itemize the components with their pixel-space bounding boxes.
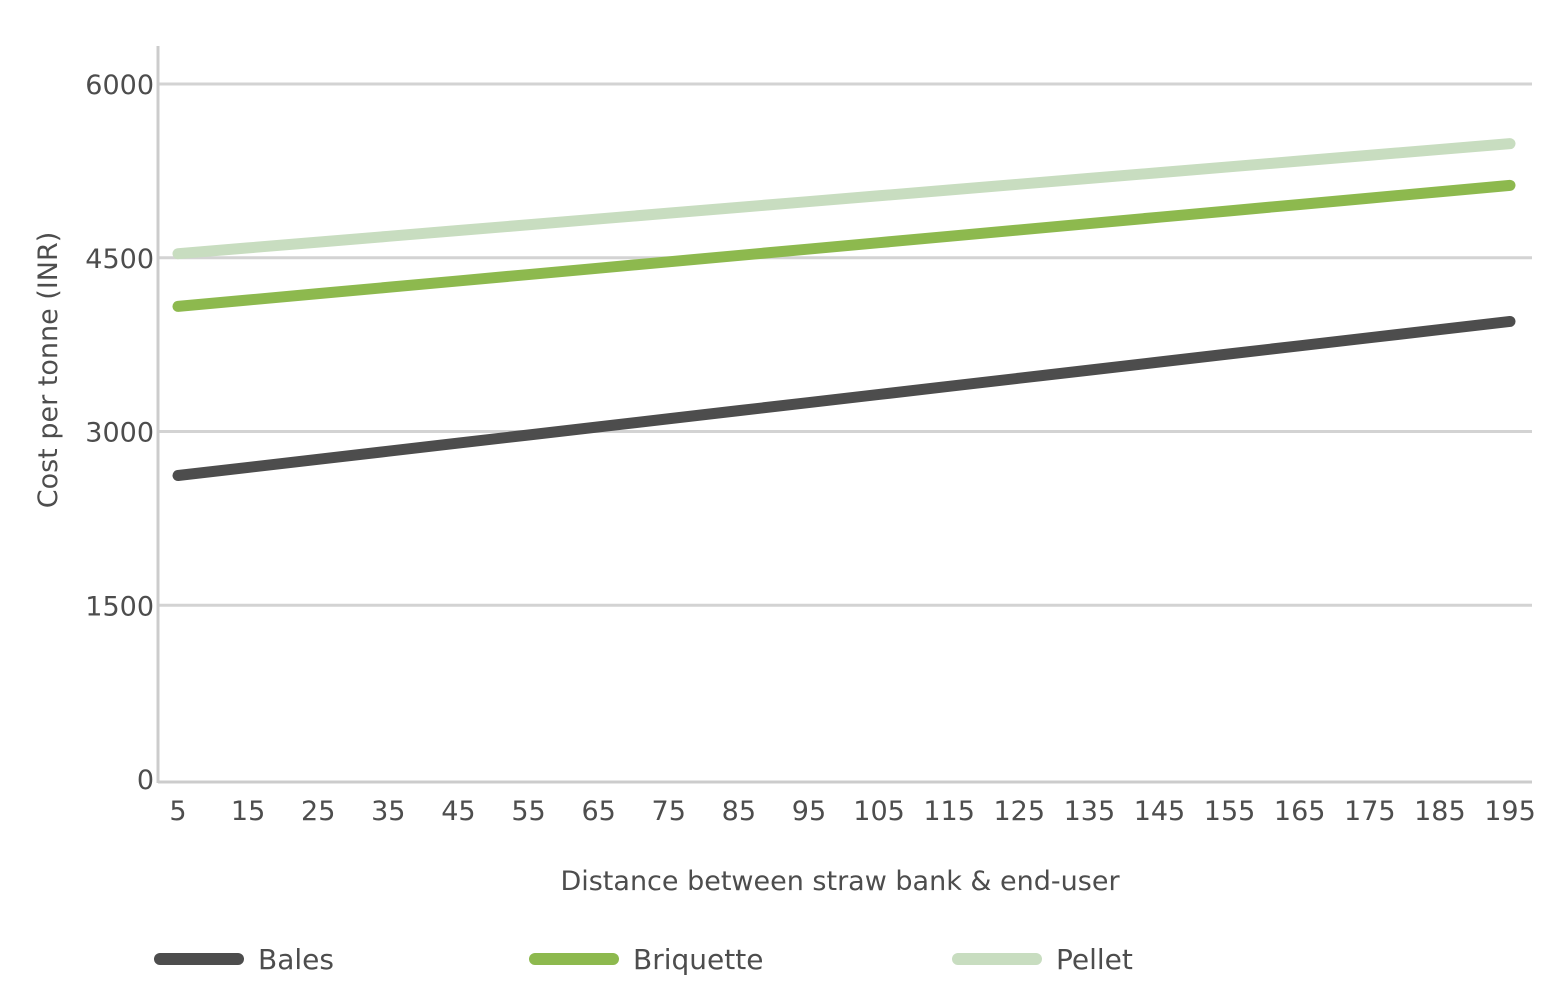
x-tick-label: 195 (1484, 796, 1536, 827)
y-tick-label: 3000 (85, 418, 154, 449)
x-tick-label: 5 (169, 796, 186, 827)
x-tick-label: 145 (1134, 796, 1186, 827)
x-tick-label: 175 (1344, 796, 1396, 827)
legend-label-briquette: Briquette (633, 943, 763, 976)
y-tick-label: 1500 (85, 591, 154, 622)
x-tick-label: 55 (511, 796, 545, 827)
x-tick-label: 95 (792, 796, 826, 827)
legend-label-pellet: Pellet (1056, 943, 1133, 976)
series-line-pellet (172, 138, 1516, 260)
series-line-bales (172, 315, 1516, 482)
x-tick-label: 15 (231, 796, 265, 827)
x-tick-label: 105 (853, 796, 905, 827)
x-tick-label: 25 (301, 796, 335, 827)
x-tick-label: 35 (371, 796, 405, 827)
x-tick-label: 45 (441, 796, 475, 827)
x-tick-label: 65 (581, 796, 615, 827)
x-tick-label: 85 (722, 796, 756, 827)
series-lines (172, 138, 1516, 482)
y-axis-title: Cost per tonne (INR) (33, 232, 64, 509)
x-tick-label: 125 (993, 796, 1045, 827)
x-tick-label: 185 (1414, 796, 1466, 827)
x-tick-label: 75 (652, 796, 686, 827)
x-tick-label: 165 (1274, 796, 1326, 827)
gridlines (158, 82, 1532, 607)
x-tick-label: 155 (1204, 796, 1256, 827)
series-line-briquette (172, 179, 1516, 312)
y-tick-label: 4500 (85, 244, 154, 275)
x-tick-labels: 5 15 25 35 45 55 65 75 85 95 105 115 125 135 145 155 165… (169, 796, 1535, 827)
y-tick-labels: 0 1500 3000 4500 6000 (85, 70, 154, 796)
x-tick-label: 135 (1064, 796, 1116, 827)
legend-label-bales: Bales (258, 943, 334, 976)
x-tick-label: 115 (923, 796, 975, 827)
y-tick-label: 0 (137, 765, 154, 796)
legend: Bales Briquette Pellet (154, 943, 1133, 976)
y-tick-label: 6000 (85, 70, 154, 101)
x-axis-title: Distance between straw bank & end-user (560, 866, 1120, 897)
